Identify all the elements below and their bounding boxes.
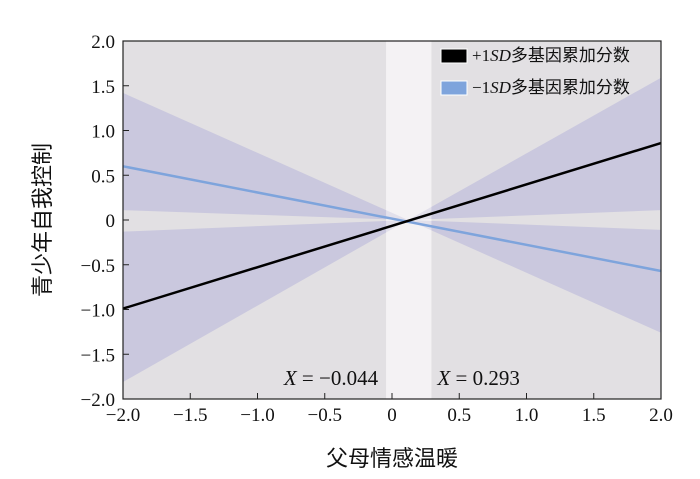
jn-annotation: X = −0.044: [283, 366, 379, 390]
x-tick-label: −1.0: [240, 405, 274, 426]
y-tick-label: 1.5: [91, 77, 115, 98]
legend-swatch: [440, 80, 468, 96]
y-tick-label: 0.5: [91, 166, 115, 187]
y-tick-label: −2.0: [81, 390, 115, 411]
y-tick-label: 2.0: [91, 32, 115, 53]
x-tick-label: 2.0: [649, 405, 673, 426]
x-tick-label: −2.0: [106, 405, 140, 426]
legend-label: −1SD多基因累加分数: [472, 78, 630, 97]
y-tick-label: −0.5: [81, 256, 115, 277]
x-tick-label: −0.5: [308, 405, 342, 426]
legend: +1SD多基因累加分数 −1SD多基因累加分数: [440, 46, 630, 97]
legend-label: +1SD多基因累加分数: [472, 46, 630, 65]
x-tick-label: 0: [387, 405, 397, 426]
y-tick-label: 1.0: [91, 122, 115, 143]
y-tick-label: 0: [106, 211, 116, 232]
series-line-plus-1sd: [122, 141, 662, 310]
series-line-minus-1sd: [122, 165, 662, 273]
x-axis-label: 父母情感温暖: [326, 446, 458, 471]
y-tick-label: −1.5: [81, 345, 115, 366]
x-tick-label: 1.5: [582, 405, 606, 426]
x-tick-label: −1.5: [173, 405, 207, 426]
y-tick-label: −1.0: [81, 301, 115, 322]
legend-swatch: [440, 48, 468, 64]
x-tick-label: 0.5: [447, 405, 471, 426]
confidence-band-plus: [123, 77, 661, 382]
y-axis-label: 青少年自我控制: [30, 143, 55, 297]
jn-annotation: X = 0.293: [436, 366, 519, 390]
x-tick-label: 1.0: [515, 405, 539, 426]
